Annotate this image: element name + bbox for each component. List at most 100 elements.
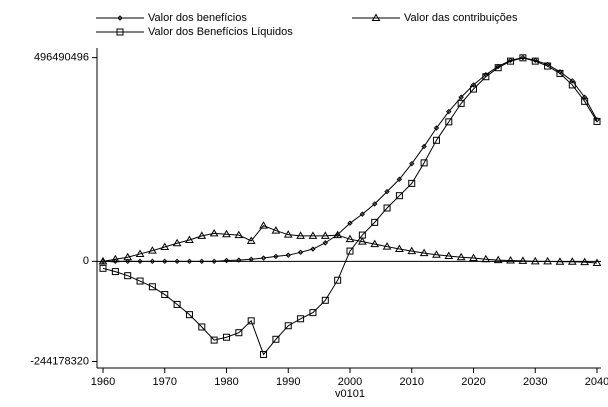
point — [359, 211, 366, 217]
point — [543, 256, 552, 265]
point — [198, 323, 206, 331]
point — [470, 85, 477, 93]
point — [99, 264, 107, 272]
point — [347, 220, 353, 226]
series-line — [103, 57, 598, 262]
point — [161, 291, 169, 299]
point — [322, 240, 329, 246]
point — [395, 244, 404, 253]
point — [407, 246, 417, 255]
point — [259, 221, 268, 229]
point — [209, 228, 219, 237]
point — [296, 231, 305, 239]
point — [334, 276, 342, 284]
point — [433, 125, 440, 131]
point — [137, 258, 143, 265]
x-tick-label: 1990 — [276, 376, 300, 388]
series-line — [102, 225, 598, 264]
point — [382, 242, 392, 250]
point — [581, 97, 589, 105]
point — [530, 256, 540, 265]
series-line — [102, 57, 598, 356]
point — [123, 252, 133, 261]
point — [495, 63, 501, 70]
x-tick-label: 2040 — [585, 376, 608, 388]
point — [297, 315, 305, 323]
point — [531, 57, 539, 65]
point — [432, 250, 441, 258]
point — [408, 179, 416, 187]
point — [420, 159, 428, 167]
point — [321, 296, 329, 304]
point — [197, 231, 207, 239]
point — [383, 204, 391, 212]
point — [370, 239, 380, 248]
point — [136, 277, 144, 285]
legend-marker — [117, 15, 123, 21]
point — [409, 160, 415, 167]
point — [357, 237, 367, 245]
point — [297, 249, 304, 256]
point — [494, 64, 502, 72]
point — [148, 246, 157, 254]
point — [222, 229, 231, 238]
point — [444, 251, 454, 259]
x-tick-label: 1960 — [91, 376, 115, 388]
point — [320, 231, 330, 239]
point — [544, 62, 552, 70]
point — [396, 176, 403, 182]
point — [395, 192, 403, 200]
point — [432, 136, 440, 144]
point — [284, 322, 292, 330]
x-tick-label: 2020 — [461, 376, 485, 388]
point — [160, 242, 170, 250]
x-tick-label: 2010 — [400, 376, 424, 388]
point — [333, 230, 343, 239]
legend-label: Valor dos benefícios — [148, 12, 247, 24]
point — [555, 257, 565, 265]
legend-label: Valor das contribuições — [404, 12, 518, 24]
point — [271, 226, 281, 234]
point — [519, 54, 527, 62]
point — [346, 247, 354, 255]
point — [211, 258, 217, 265]
point — [135, 249, 145, 257]
point — [98, 256, 108, 265]
point — [507, 57, 515, 65]
point — [493, 255, 503, 264]
point — [285, 252, 291, 258]
legend-label: Valor dos Benefícios Líquidos — [148, 26, 293, 38]
x-tick-label: 2030 — [523, 376, 547, 388]
x-tick-label: 2000 — [338, 376, 362, 388]
point — [283, 230, 293, 238]
point — [223, 257, 230, 264]
point — [446, 108, 452, 115]
point — [110, 254, 120, 263]
point — [273, 253, 279, 260]
point — [186, 258, 193, 265]
point — [185, 311, 193, 319]
point — [371, 218, 379, 226]
point — [210, 336, 218, 344]
point — [248, 256, 254, 262]
legend-marker — [371, 13, 381, 21]
point — [481, 254, 491, 263]
y-tick-label: -244178320 — [30, 355, 89, 367]
point — [260, 350, 268, 358]
y-tick-label: 0 — [83, 255, 89, 267]
point — [520, 54, 526, 61]
point — [111, 268, 119, 276]
point — [112, 258, 119, 265]
point — [458, 94, 464, 100]
point — [556, 69, 564, 77]
point — [199, 258, 205, 265]
point — [260, 255, 267, 261]
point — [592, 258, 602, 266]
point — [185, 235, 194, 243]
point — [272, 335, 280, 343]
point — [174, 258, 180, 265]
point — [358, 231, 366, 239]
point — [236, 257, 242, 263]
x-axis-label: v0101 — [335, 388, 365, 400]
